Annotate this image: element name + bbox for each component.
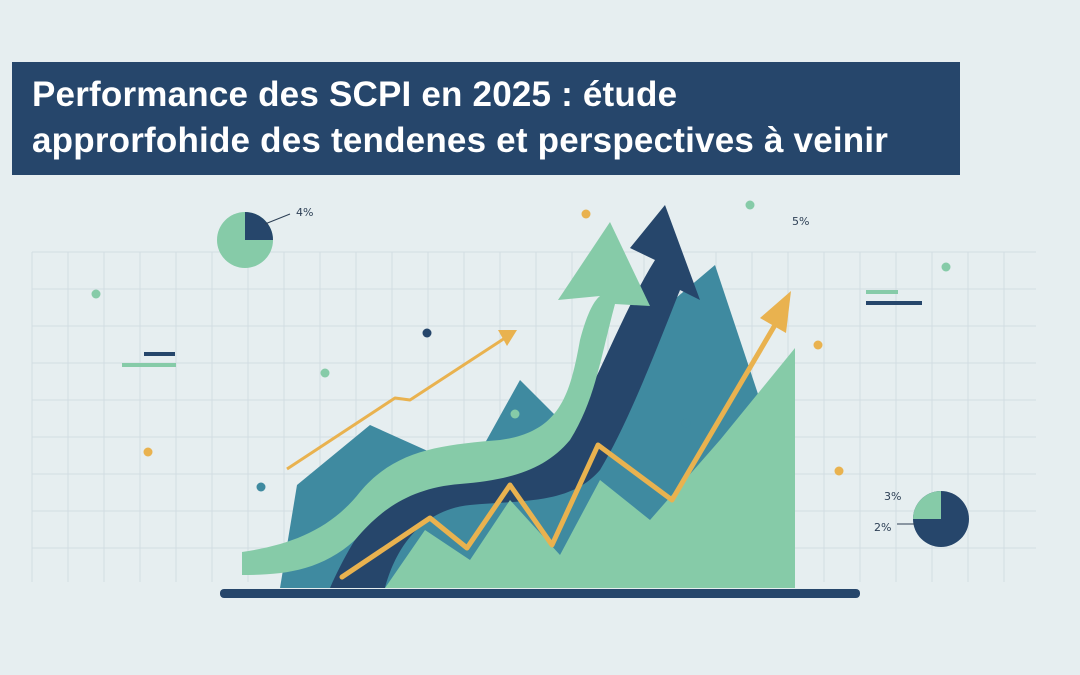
dot	[745, 200, 755, 210]
navy-growth-arrow	[330, 205, 700, 588]
dot	[256, 482, 266, 492]
legend-bar-left-mint	[122, 363, 176, 367]
dot	[813, 340, 823, 350]
legend-bar-right-mint	[866, 290, 898, 294]
pie-top-percent-label: 4%	[296, 206, 314, 219]
dot	[422, 328, 432, 338]
top-right-percent-label: 5%	[792, 215, 810, 228]
pie-right	[897, 491, 969, 547]
dot	[581, 209, 591, 219]
dot	[143, 447, 153, 457]
pie-right-top-percent-label: 3%	[884, 490, 902, 503]
orange-upper-arrowhead	[498, 330, 517, 346]
dot	[320, 368, 330, 378]
dot	[510, 409, 520, 419]
legend-bar-left-navy	[144, 352, 175, 356]
chart-baseline	[220, 589, 860, 598]
pie-top-left	[217, 212, 291, 268]
dot	[91, 289, 101, 299]
orange-upper-line	[286, 336, 506, 471]
pie-right-bottom-percent-label: 2%	[874, 521, 892, 534]
mint-growth-arrow	[242, 222, 650, 575]
page-title-line-2: approrfohide des tendenes et perspective…	[32, 121, 889, 160]
orange-trend-line	[339, 322, 778, 580]
dot	[941, 262, 951, 272]
orange-trend-arrowhead	[760, 291, 791, 333]
mint-area-shape	[385, 348, 795, 588]
legend-bar-right-navy	[866, 301, 922, 305]
dot	[681, 418, 691, 428]
page-title-line-1: Performance des SCPI en 2025 : étude	[32, 75, 678, 114]
dot	[834, 466, 844, 476]
title-banner: Performance des SCPI en 2025 : étude app…	[12, 62, 960, 175]
